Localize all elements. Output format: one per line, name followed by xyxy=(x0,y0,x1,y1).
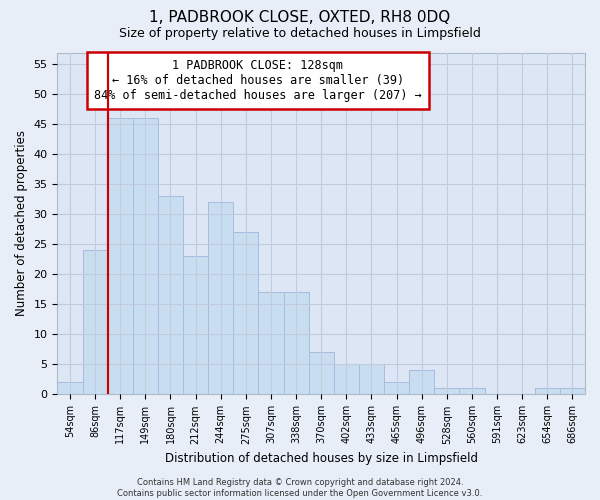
Bar xyxy=(58,382,83,394)
Bar xyxy=(409,370,434,394)
Bar xyxy=(535,388,560,394)
Bar xyxy=(233,232,259,394)
Text: Size of property relative to detached houses in Limpsfield: Size of property relative to detached ho… xyxy=(119,28,481,40)
Bar xyxy=(409,370,434,394)
Bar xyxy=(334,364,359,394)
Bar xyxy=(308,352,334,395)
Text: Contains HM Land Registry data © Crown copyright and database right 2024.
Contai: Contains HM Land Registry data © Crown c… xyxy=(118,478,482,498)
Text: 1 PADBROOK CLOSE: 128sqm
← 16% of detached houses are smaller (39)
84% of semi-d: 1 PADBROOK CLOSE: 128sqm ← 16% of detach… xyxy=(94,60,422,102)
Bar xyxy=(460,388,485,394)
Bar xyxy=(334,364,359,394)
Y-axis label: Number of detached properties: Number of detached properties xyxy=(15,130,28,316)
X-axis label: Distribution of detached houses by size in Limpsfield: Distribution of detached houses by size … xyxy=(165,452,478,465)
Bar xyxy=(133,118,158,394)
Bar xyxy=(208,202,233,394)
Bar xyxy=(384,382,409,394)
Bar xyxy=(183,256,208,394)
Bar xyxy=(359,364,384,394)
Bar xyxy=(233,232,259,394)
Bar xyxy=(133,118,158,394)
Bar xyxy=(284,292,308,394)
Bar xyxy=(560,388,585,394)
Bar xyxy=(83,250,107,394)
Bar xyxy=(107,118,133,394)
Bar xyxy=(460,388,485,394)
Bar xyxy=(308,352,334,395)
Bar xyxy=(284,292,308,394)
Bar xyxy=(535,388,560,394)
Bar xyxy=(434,388,460,394)
Bar xyxy=(158,196,183,394)
Bar xyxy=(158,196,183,394)
Bar xyxy=(259,292,284,394)
Bar xyxy=(259,292,284,394)
Bar xyxy=(183,256,208,394)
Bar xyxy=(434,388,460,394)
Bar xyxy=(384,382,409,394)
Bar xyxy=(83,250,107,394)
Bar xyxy=(560,388,585,394)
Bar xyxy=(208,202,233,394)
Text: 1, PADBROOK CLOSE, OXTED, RH8 0DQ: 1, PADBROOK CLOSE, OXTED, RH8 0DQ xyxy=(149,10,451,25)
Bar xyxy=(107,118,133,394)
Bar xyxy=(58,382,83,394)
Bar xyxy=(359,364,384,394)
